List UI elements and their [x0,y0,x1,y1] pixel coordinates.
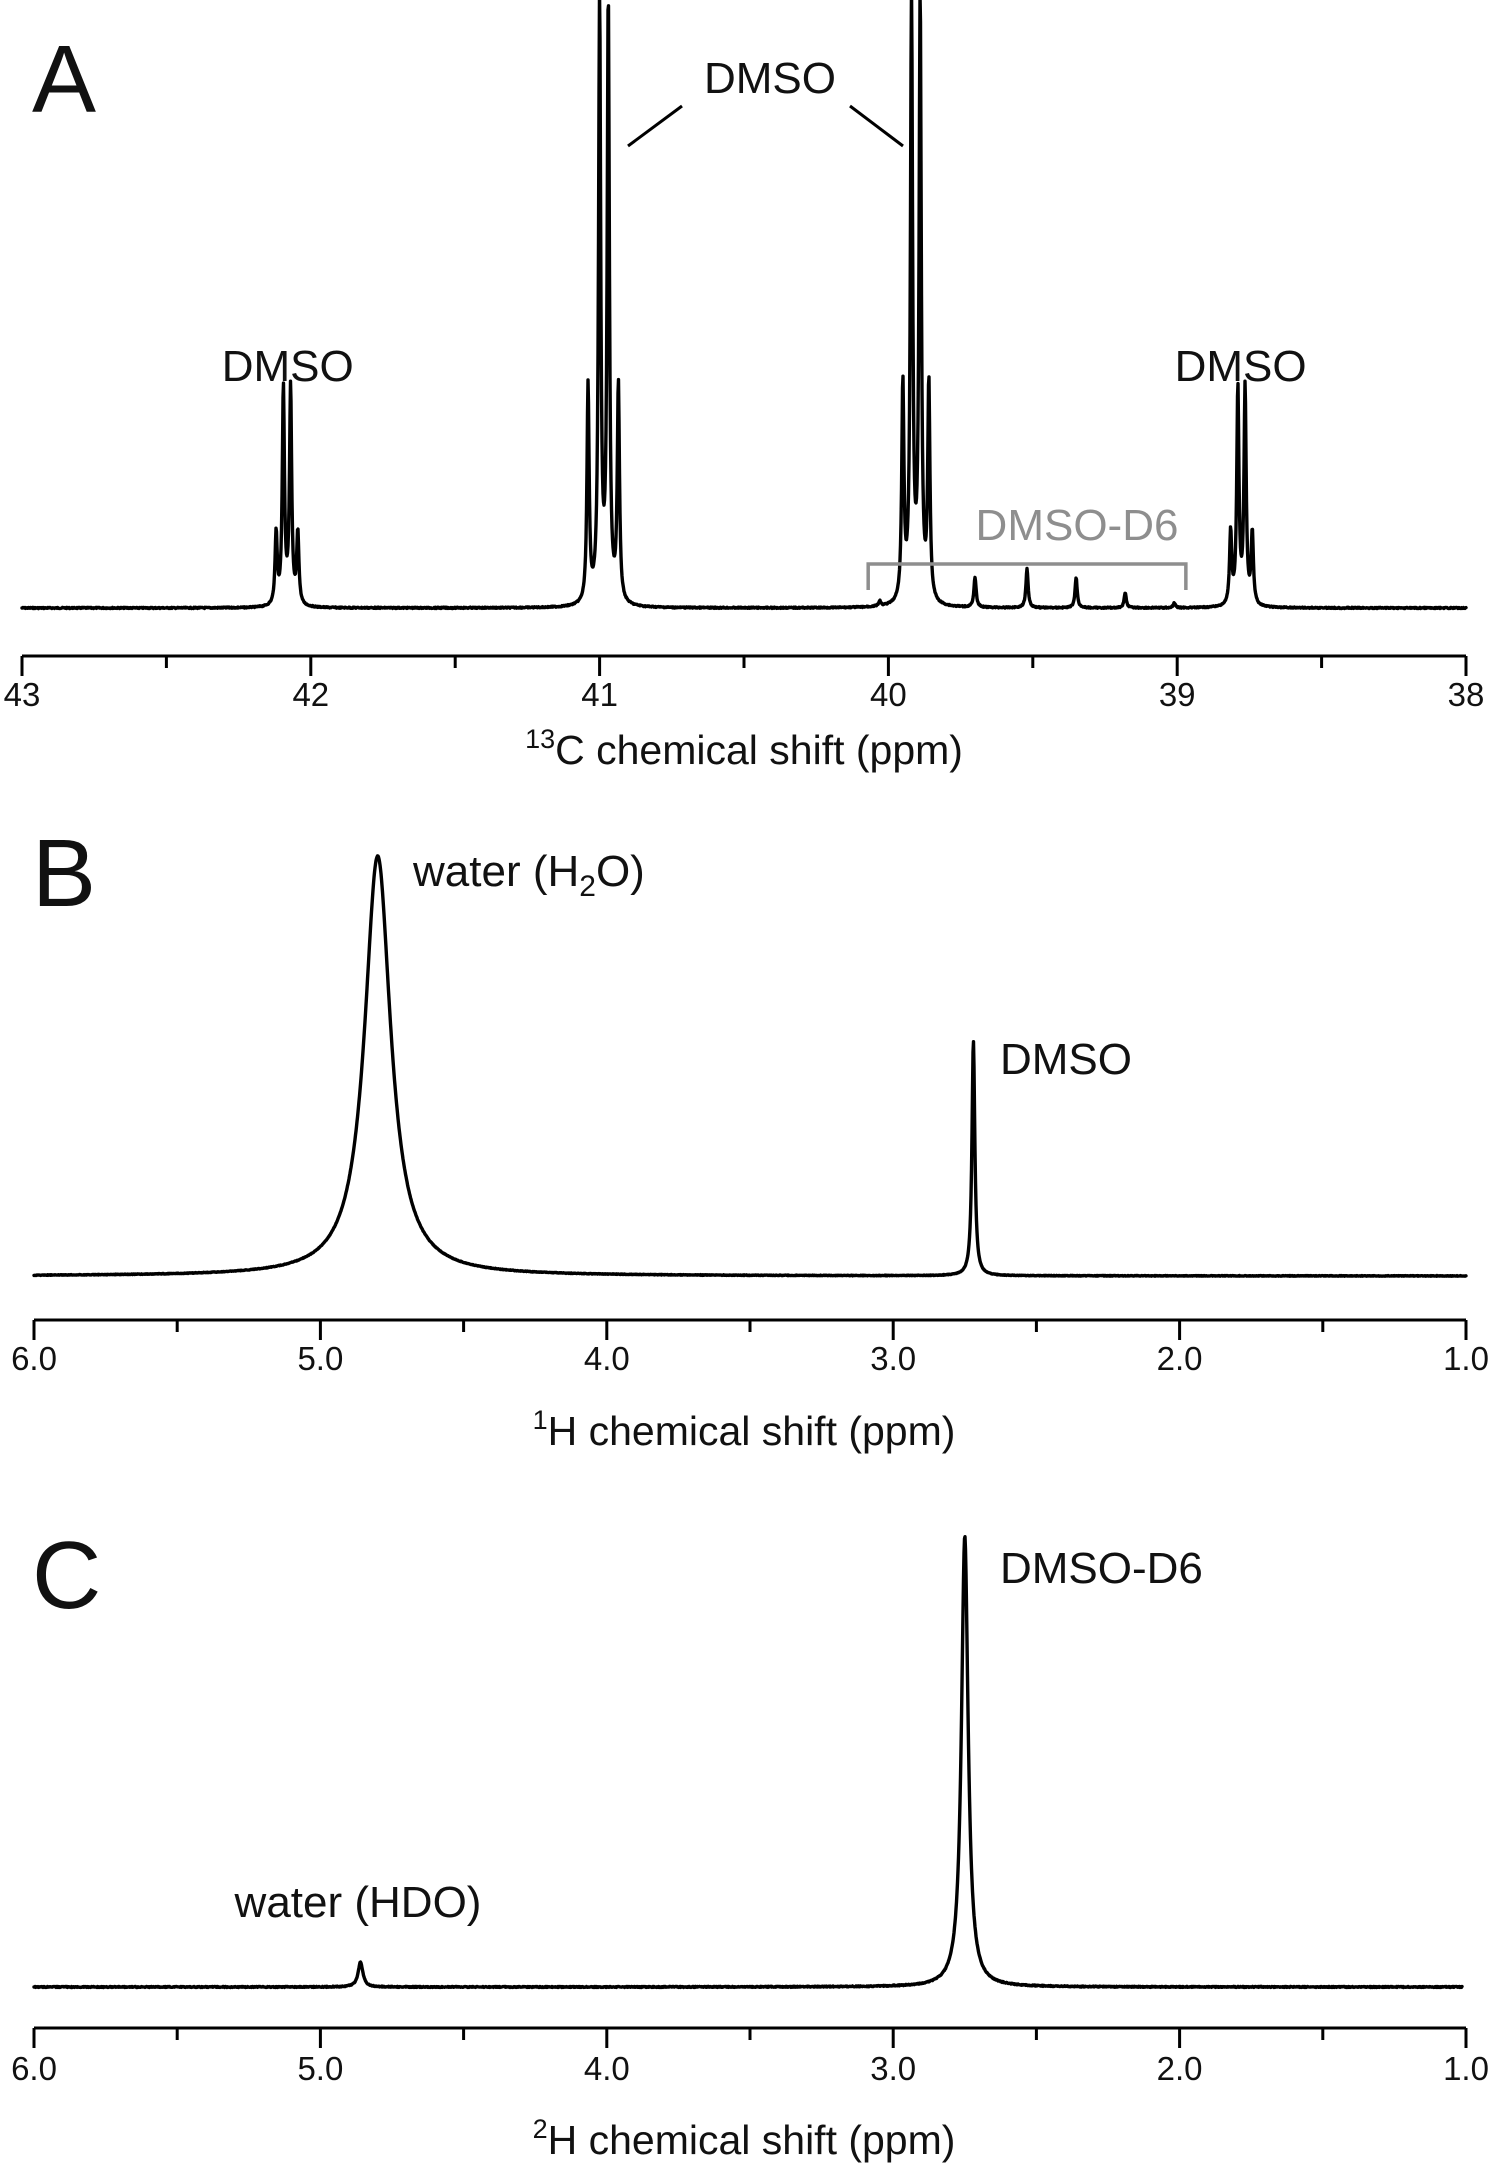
panel-b-ticks: 6.0 5.0 4.0 3.0 2.0 1.0 [11,1320,1489,1377]
x-tick-label: 6.0 [11,2050,57,2087]
x-tick-label: 3.0 [870,1340,916,1377]
panel-b-spectrum [32,854,1468,1278]
panel-a-x-axis-label: 13C chemical shift (ppm) [525,724,963,773]
annotation-water-hdo: water (HDO) [234,1878,482,1927]
x-tick-label: 4.0 [584,2050,630,2087]
panel-b-annotations: water (H2O) DMSO [412,847,1132,1084]
annotation-water-h2o: water (H2O) [412,847,645,903]
spectrum-trace [20,0,1468,611]
spectrum-trace [32,1534,1464,1990]
annotation-dmso-left: DMSO [222,342,354,391]
dmso-d6-bracket [866,562,1188,590]
x-tick-label: 4.0 [584,1340,630,1377]
x-tick-label: 2.0 [1157,2050,1203,2087]
annotation-dmso-top: DMSO [704,54,836,103]
panel-a-letter: A [32,26,96,133]
leader-line-right [849,104,904,148]
x-tick-label: 2.0 [1157,1340,1203,1377]
panel-c-x-axis-label: 2H chemical shift (ppm) [533,2114,956,2163]
annotation-dmso-d6: DMSO-D6 [976,501,1179,550]
panel-b-letter: B [32,820,96,927]
panel-b-x-axis-label: 1H chemical shift (ppm) [533,1405,956,1454]
x-tick-label: 42 [292,676,329,713]
x-tick-label: 38 [1448,676,1485,713]
x-tick-label: 40 [870,676,907,713]
panel-c-spectrum [32,1534,1464,1990]
panel-a-annotations: DMSO DMSO DMSO DMSO-D6 [222,54,1307,590]
panel-a: A DMSO DMSO DMSO DMSO-D6 43 42 41 40 39 38 13C c… [4,0,1485,773]
x-tick-label: 3.0 [870,2050,916,2087]
x-tick-label: 6.0 [11,1340,57,1377]
panel-c: C water (HDO)DMSO-D6 6.0 5.0 4.0 3.0 2.0 1.0 … [11,1522,1489,2163]
x-tick-label: 39 [1159,676,1196,713]
x-tick-label: 41 [581,676,618,713]
x-tick-label: 1.0 [1443,1340,1489,1377]
annotation-dmso: DMSO [1000,1035,1132,1084]
panel-a-spectrum [20,0,1468,611]
panel-c-annotations: water (HDO) DMSO-D6 [234,1544,1203,1927]
leader-line-left [627,104,683,148]
panel-b: B water (H2O) DMSO 6.0 5.0 4.0 3.0 2.0 1.0 1H … [11,820,1489,1454]
x-tick-label: 5.0 [297,2050,343,2087]
annotation-dmso-right: DMSO [1175,342,1307,391]
x-tick-label: 43 [4,676,41,713]
annotation-dmso-d6: DMSO-D6 [1000,1544,1203,1593]
panel-c-letter: C [32,1522,101,1629]
panel-c-ticks: 6.0 5.0 4.0 3.0 2.0 1.0 [11,2028,1489,2087]
x-tick-label: 5.0 [297,1340,343,1377]
spectrum-trace [32,854,1468,1278]
x-tick-label: 1.0 [1443,2050,1489,2087]
panel-a-ticks: 43 42 41 40 39 38 [4,656,1485,713]
